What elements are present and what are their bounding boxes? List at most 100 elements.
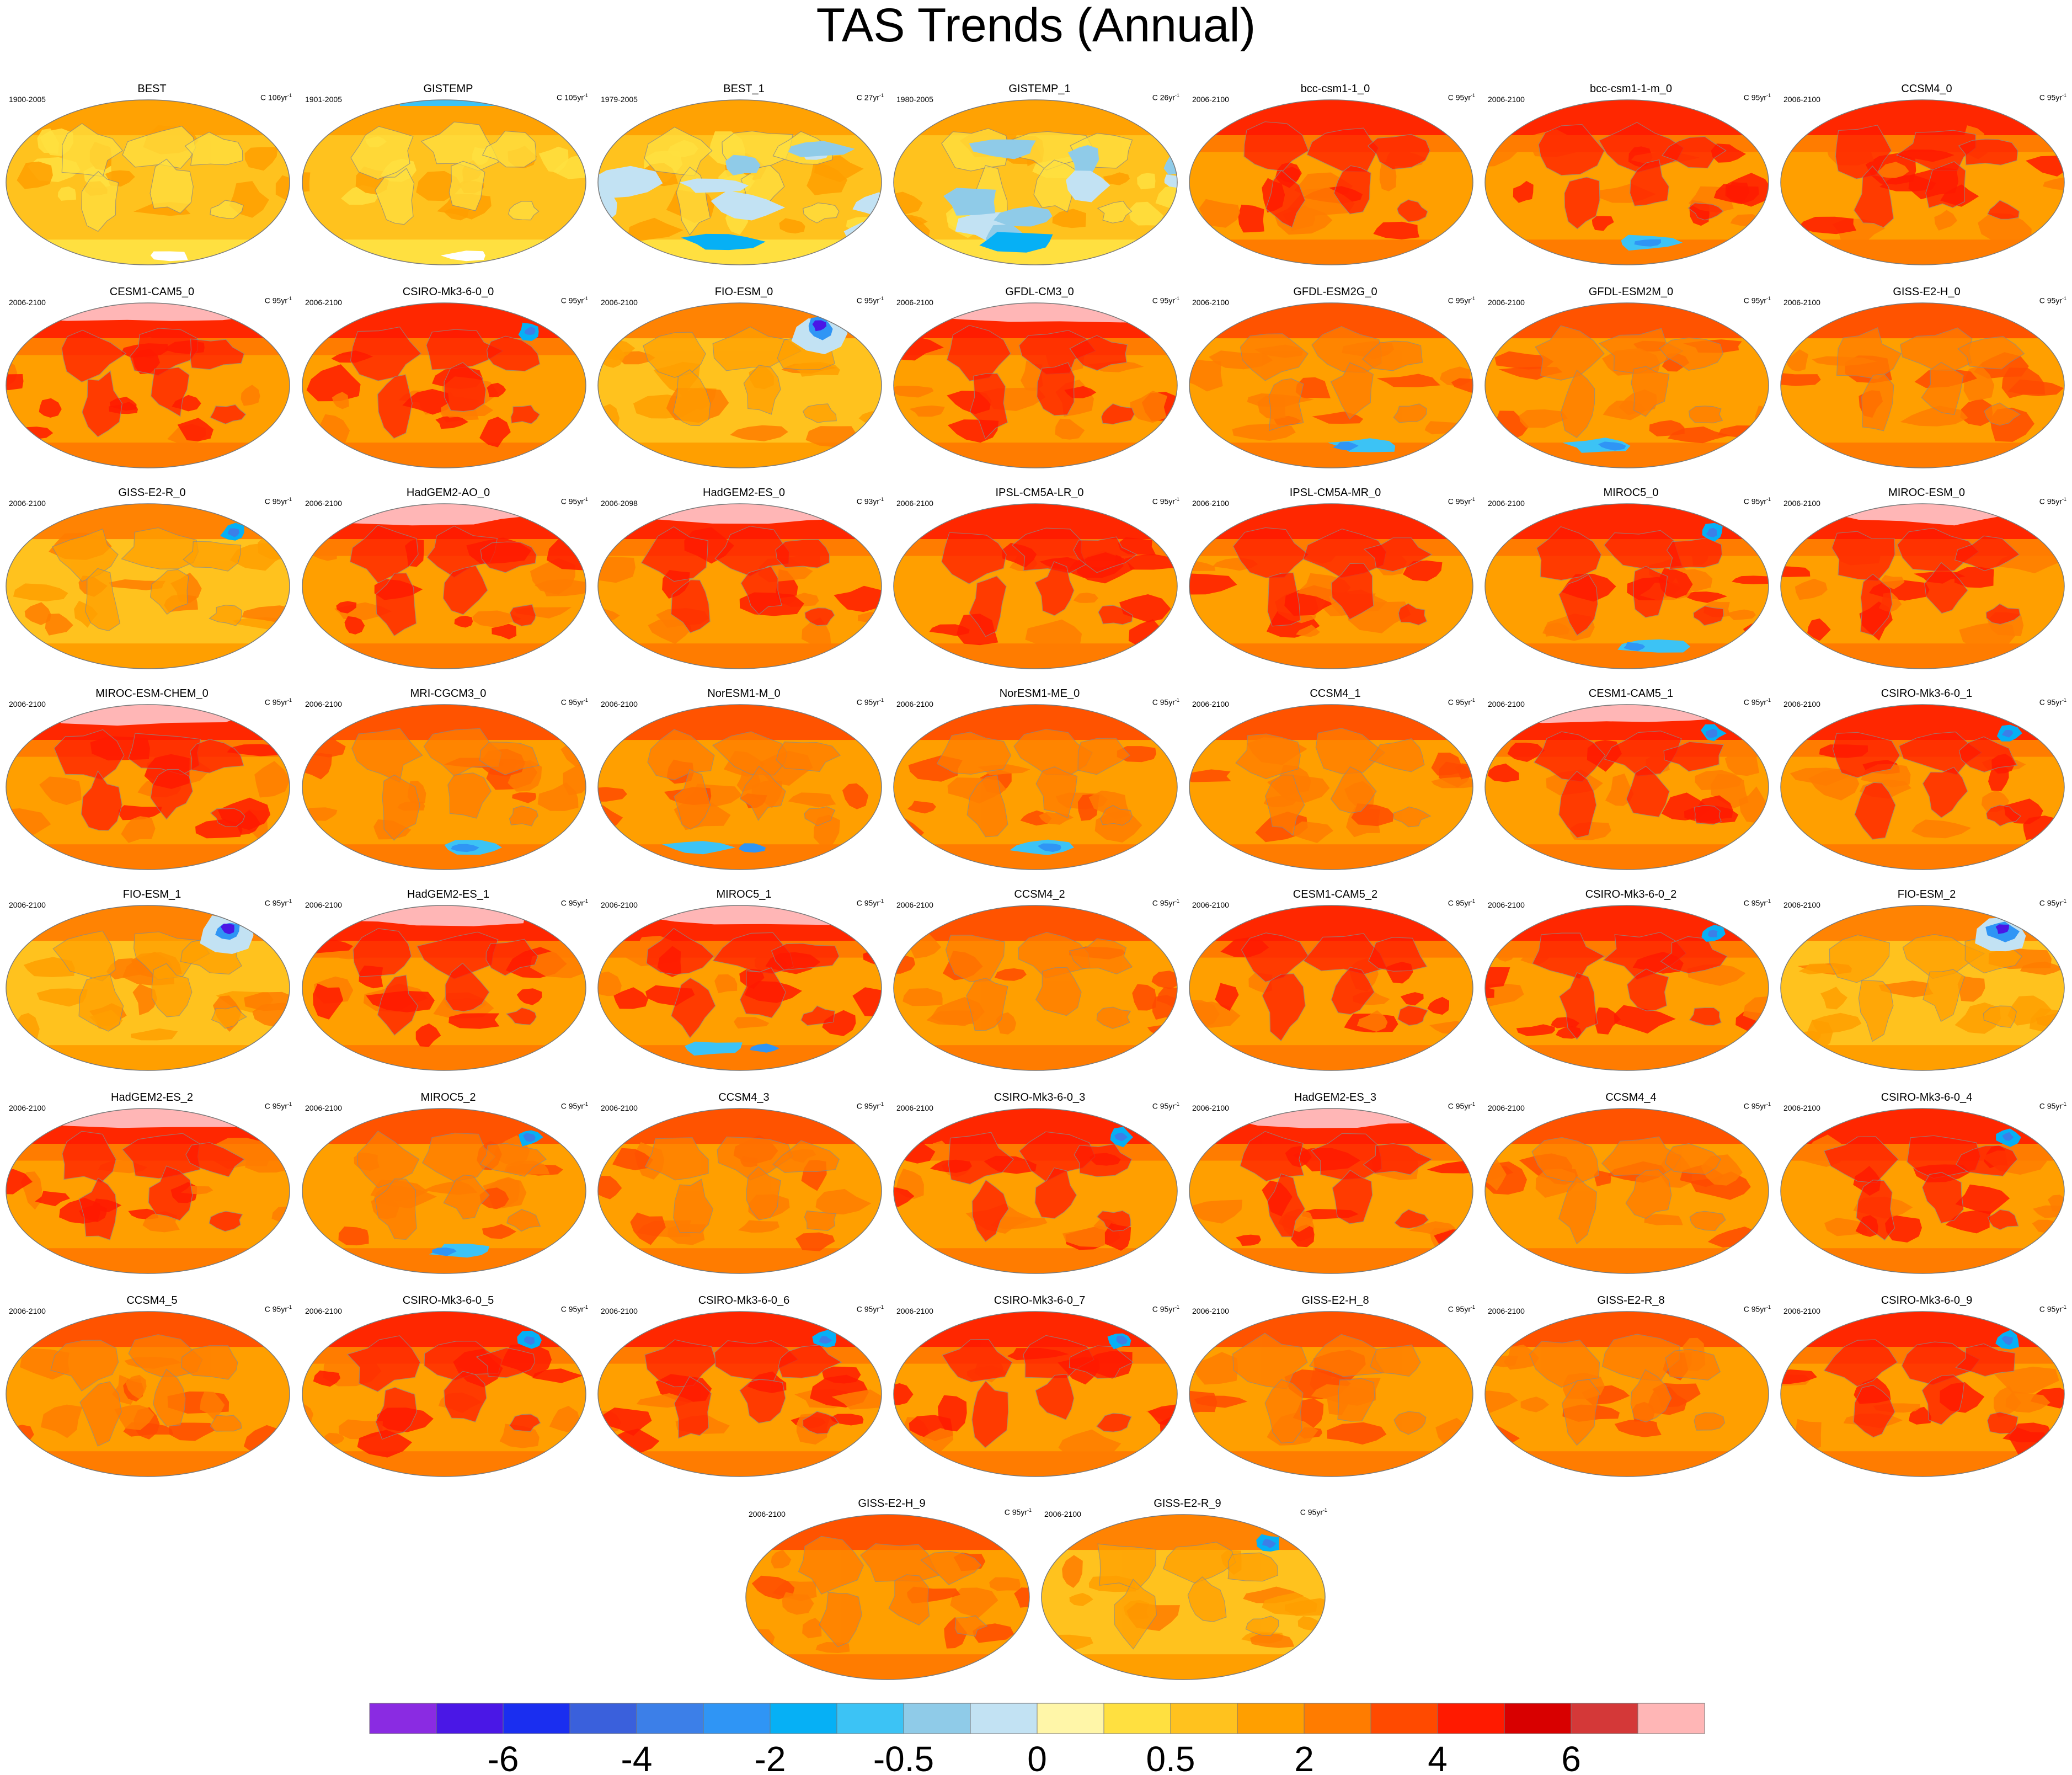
colorbar-swatch <box>703 1703 771 1734</box>
panel-units: C 95yr-1 <box>1743 898 1771 908</box>
map-panel: MRI-CGCM3_0 2006-2100 C 95yr-1 <box>301 687 596 883</box>
panel-period: 2006-2100 <box>9 1104 46 1112</box>
panel-units: C 95yr-1 <box>2039 296 2066 305</box>
map-panel: CCSM4_1 2006-2100 C 95yr-1 <box>1188 687 1483 883</box>
map-panel: CSIRO-Mk3-6-0_2 2006-2100 C 95yr-1 <box>1483 888 1779 1084</box>
panel-title: GISS-E2-H_0 <box>1893 286 1961 298</box>
panel-period: 2006-2100 <box>1783 298 1820 307</box>
panel-title: GISS-E2-H_8 <box>1301 1294 1369 1307</box>
trend-map <box>893 704 1178 870</box>
map-panel: BEST_1 1979-2005 C 27yr-1 <box>596 83 891 279</box>
map-panel: BEST 1900-2005 C 106yr-1 <box>4 83 300 279</box>
panel-units: C 95yr-1 <box>264 697 292 707</box>
panel-period: 2006-2100 <box>1192 499 1229 508</box>
panel-units: C 95yr-1 <box>1448 93 1475 102</box>
colorbar-swatch <box>770 1703 837 1734</box>
map-panel: GISS-E2-R_0 2006-2100 C 95yr-1 <box>4 487 300 683</box>
panel-units: C 95yr-1 <box>1743 93 1771 102</box>
panel-units: C 95yr-1 <box>1743 1304 1771 1314</box>
panel-units: C 95yr-1 <box>1152 898 1179 908</box>
panel-units: C 95yr-1 <box>2039 497 2066 506</box>
panel-period: 2006-2100 <box>305 700 342 708</box>
trend-map <box>1484 1311 1769 1477</box>
colorbar-swatch <box>1304 1703 1371 1734</box>
panel-period: 2006-2100 <box>1488 499 1525 508</box>
panel-period: 2006-2100 <box>1783 95 1820 104</box>
panel-period: 2006-2100 <box>1192 298 1229 307</box>
map-panel: CSIRO-Mk3-6-0_0 2006-2100 C 95yr-1 <box>301 286 596 482</box>
panel-title: BEST_1 <box>723 83 765 95</box>
trend-map <box>1484 302 1769 468</box>
map-panel: MIROC-ESM-CHEM_0 2006-2100 C 95yr-1 <box>4 687 300 883</box>
trend-map <box>1484 503 1769 669</box>
panel-period: 2006-2100 <box>601 1104 638 1112</box>
panel-period: 2006-2100 <box>601 900 638 909</box>
panel-period: 1979-2005 <box>601 95 638 104</box>
panel-period: 2006-2100 <box>1783 1307 1820 1315</box>
panel-period: 2006-2100 <box>896 900 933 909</box>
panel-period: 2006-2100 <box>305 900 342 909</box>
panel-period: 2006-2100 <box>1488 900 1525 909</box>
trend-map <box>1189 1311 1473 1477</box>
colorbar-tick-label: 4 <box>1428 1739 1448 1775</box>
trend-map <box>6 302 290 468</box>
panel-period: 2006-2100 <box>305 1104 342 1112</box>
colorbar-tick-label: -4 <box>621 1739 653 1775</box>
map-panel: GFDL-ESM2M_0 2006-2100 C 95yr-1 <box>1483 286 1779 482</box>
panel-title: MIROC5_2 <box>420 1091 476 1104</box>
panel-period: 2006-2100 <box>1488 1307 1525 1315</box>
map-panel: CSIRO-Mk3-6-0_7 2006-2100 C 95yr-1 <box>892 1294 1187 1490</box>
map-panel: CCSM4_0 2006-2100 C 95yr-1 <box>1779 83 2072 279</box>
panel-title: MIROC-ESM-CHEM_0 <box>95 687 209 700</box>
panel-title: GISTEMP_1 <box>1008 83 1071 95</box>
panel-units: C 95yr-1 <box>1152 296 1179 305</box>
trend-map <box>302 302 586 468</box>
map-panel: FIO-ESM_1 2006-2100 C 95yr-1 <box>4 888 300 1084</box>
map-panel: HadGEM2-ES_3 2006-2100 C 95yr-1 <box>1188 1091 1483 1287</box>
panel-units: C 95yr-1 <box>1004 1507 1032 1517</box>
panel-period: 2006-2100 <box>305 499 342 508</box>
colorbar-swatch <box>436 1703 504 1734</box>
panel-units: C 27yr-1 <box>856 93 884 102</box>
panel-period: 2006-2100 <box>1192 1307 1229 1315</box>
panel-period: 2006-2100 <box>896 700 933 708</box>
panel-units: C 95yr-1 <box>560 1304 588 1314</box>
panel-title: IPSL-CM5A-MR_0 <box>1289 487 1381 499</box>
trend-map <box>6 1311 290 1477</box>
trend-map <box>597 302 882 468</box>
map-panel: FIO-ESM_2 2006-2100 C 95yr-1 <box>1779 888 2072 1084</box>
colorbar-swatch <box>503 1703 570 1734</box>
panel-period: 2006-2100 <box>601 298 638 307</box>
panel-title: FIO-ESM_2 <box>1897 888 1956 900</box>
colorbar-tick-label: 0 <box>1027 1739 1047 1775</box>
panel-units: C 95yr-1 <box>856 1304 884 1314</box>
panel-units: C 95yr-1 <box>264 497 292 506</box>
colorbar-swatch <box>1370 1703 1438 1734</box>
panel-units: C 95yr-1 <box>1743 497 1771 506</box>
trend-map <box>745 1514 1030 1680</box>
panel-title: GISS-E2-R_0 <box>118 487 186 499</box>
map-panel: CCSM4_4 2006-2100 C 95yr-1 <box>1483 1091 1779 1287</box>
map-panel: CCSM4_5 2006-2100 C 95yr-1 <box>4 1294 300 1490</box>
panel-title: HadGEM2-ES_2 <box>111 1091 193 1104</box>
panel-title: FIO-ESM_1 <box>122 888 181 900</box>
panel-title: bcc-csm1-1_0 <box>1300 83 1370 95</box>
trend-map <box>1780 905 2065 1071</box>
panel-title: CCSM4_3 <box>718 1091 770 1104</box>
colorbar-swatch <box>1437 1703 1505 1734</box>
map-panel: HadGEM2-AO_0 2006-2100 C 95yr-1 <box>301 487 596 683</box>
panel-period: 2006-2100 <box>896 1104 933 1112</box>
map-panel: CSIRO-Mk3-6-0_9 2006-2100 C 95yr-1 <box>1779 1294 2072 1490</box>
panel-title: IPSL-CM5A-LR_0 <box>995 487 1084 499</box>
panel-title: CCSM4_1 <box>1310 687 1361 700</box>
trend-map <box>1189 704 1473 870</box>
trend-map <box>893 905 1178 1071</box>
panel-units: C 95yr-1 <box>1448 296 1475 305</box>
panel-period: 2006-2100 <box>1192 95 1229 104</box>
map-panel: MIROC-ESM_0 2006-2100 C 95yr-1 <box>1779 487 2072 683</box>
trend-map <box>6 503 290 669</box>
panel-title: GFDL-ESM2G_0 <box>1293 286 1377 298</box>
trend-map <box>597 503 882 669</box>
panel-period: 2006-2100 <box>1044 1510 1081 1518</box>
panel-units: C 95yr-1 <box>1300 1507 1327 1517</box>
